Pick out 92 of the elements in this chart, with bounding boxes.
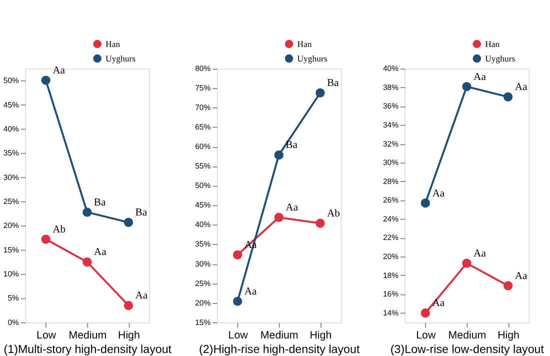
data-label: Aa <box>474 248 486 260</box>
point <box>503 92 513 102</box>
legend-label: Uyghurs <box>485 53 516 64</box>
y-tick-label: 32% <box>382 139 399 148</box>
x-tick-label: Low <box>228 329 248 342</box>
y-tick-label: 35% <box>195 240 211 249</box>
x-tick-label: Medium <box>260 329 298 342</box>
data-label: Aa <box>514 82 528 94</box>
legend-label: Uyghurs <box>106 53 136 64</box>
y-tick-label: 36% <box>382 102 399 111</box>
y-tick-label: 5% <box>8 294 19 303</box>
point <box>462 258 472 268</box>
y-tick-label: 15% <box>3 245 19 254</box>
y-tick-label: 50% <box>3 76 19 86</box>
data-label: Ab <box>326 208 340 220</box>
point <box>82 208 92 217</box>
point <box>274 150 284 160</box>
y-tick-label: 34% <box>382 120 399 130</box>
y-tick-label: 60% <box>195 142 211 152</box>
data-label: Aa <box>94 247 107 258</box>
point <box>124 300 134 310</box>
y-tick-label: 25% <box>195 278 211 288</box>
y-tick-label: 20% <box>195 298 211 308</box>
data-label: Aa <box>432 188 445 200</box>
x-tick-label: Low <box>416 329 436 342</box>
x-axis-title: (3)Low-rise low-density layout <box>390 342 545 356</box>
point <box>316 88 325 98</box>
point <box>82 257 92 267</box>
x-tick-label: Medium <box>448 329 486 342</box>
point <box>503 281 513 290</box>
point <box>41 76 50 85</box>
point <box>124 218 134 227</box>
y-tick-label: 38% <box>382 82 399 92</box>
legend-label: Han <box>485 38 500 49</box>
y-tick-label: 24% <box>382 214 399 224</box>
y-tick-label: 15% <box>195 318 211 327</box>
data-label: Ba <box>94 197 106 208</box>
x-tick-label: Low <box>36 329 56 342</box>
x-tick-label: Medium <box>68 329 107 342</box>
y-tick-label: 14% <box>382 308 399 318</box>
x-tick-label: High <box>498 329 520 342</box>
x-tick-label: High <box>310 329 332 342</box>
point <box>420 308 430 318</box>
point <box>462 82 472 92</box>
y-tick-label: 80% <box>195 64 211 74</box>
y-tick-label: 16% <box>382 290 399 299</box>
y-tick-label: 70% <box>195 103 211 112</box>
data-label: Ba <box>286 140 298 152</box>
y-tick-label: 30% <box>195 259 211 268</box>
y-tick-label: 30% <box>3 172 19 182</box>
y-tick-label: 25% <box>3 197 19 206</box>
data-label: Aa <box>474 72 486 83</box>
y-tick-label: 75% <box>195 84 211 93</box>
data-label: Aa <box>286 202 298 214</box>
x-axis-title: (2)High-rise high-density layout <box>199 342 360 356</box>
y-tick-label: 40% <box>195 220 211 230</box>
point <box>420 198 430 208</box>
y-tick-label: 45% <box>195 200 211 210</box>
data-label: Aa <box>432 298 445 310</box>
x-tick-label: High <box>118 329 140 342</box>
point <box>316 218 325 228</box>
y-tick-label: 20% <box>3 221 19 230</box>
y-tick-label: 26% <box>382 196 399 205</box>
data-label: Aa <box>514 270 528 282</box>
point <box>41 234 50 244</box>
y-tick-label: 35% <box>3 148 19 158</box>
data-label: Aa <box>135 290 148 302</box>
y-tick-label: 30% <box>382 158 399 168</box>
y-tick-label: 50% <box>195 181 211 190</box>
legend-label: Han <box>106 38 121 49</box>
point <box>232 296 242 306</box>
y-tick-label: 65% <box>195 122 211 132</box>
x-axis-title: (1)Multi-story high-density layout <box>4 342 172 356</box>
y-tick-label: 20% <box>382 252 399 262</box>
y-tick-label: 10% <box>3 269 19 278</box>
legend-label: Uyghurs <box>297 53 328 64</box>
point <box>232 250 242 260</box>
y-tick-label: 22% <box>382 233 399 242</box>
y-tick-label: 45% <box>3 100 19 110</box>
y-tick-label: 18% <box>382 270 399 280</box>
y-tick-label: 55% <box>195 162 211 171</box>
data-label: Aa <box>244 286 258 298</box>
data-label: Aa <box>52 66 66 77</box>
data-label: Ba <box>135 208 148 219</box>
legend-label: Han <box>297 38 312 49</box>
y-tick-label: 0% <box>8 318 19 327</box>
y-tick-label: 40% <box>3 124 19 134</box>
data-label: Ba <box>326 78 340 90</box>
y-tick-label: 40% <box>382 64 399 74</box>
data-label: Ab <box>52 224 66 236</box>
point <box>274 212 284 222</box>
y-tick-label: 28% <box>382 176 399 186</box>
